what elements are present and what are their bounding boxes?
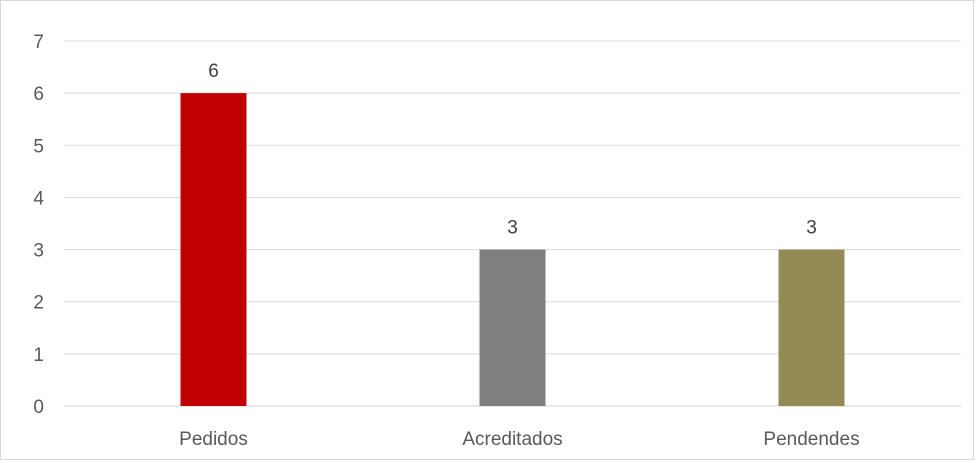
category-labels: Pedidos Acreditados Pendendes (179, 429, 859, 450)
bar-pedidos (180, 93, 247, 407)
y-tick-label: 7 (33, 32, 44, 53)
y-tick-label: 1 (33, 345, 44, 366)
category-label: Acreditados (462, 429, 562, 450)
bar-acreditados (479, 249, 546, 406)
category-label: Pendendes (763, 429, 859, 450)
category-label: Pedidos (179, 429, 248, 450)
y-axis-ticks: 0 1 2 3 4 5 6 7 (33, 32, 44, 418)
data-labels: 6 3 3 (208, 61, 817, 238)
bars (180, 93, 845, 407)
data-label: 3 (806, 218, 817, 239)
data-label: 3 (507, 218, 518, 239)
y-tick-label: 2 (33, 293, 44, 314)
data-label: 6 (208, 61, 219, 82)
y-tick-label: 4 (33, 188, 44, 209)
y-tick-label: 6 (33, 84, 44, 105)
y-tick-label: 0 (33, 397, 44, 418)
y-tick-label: 5 (33, 136, 44, 157)
bar-pendendes (778, 249, 845, 406)
y-tick-label: 3 (33, 241, 44, 262)
